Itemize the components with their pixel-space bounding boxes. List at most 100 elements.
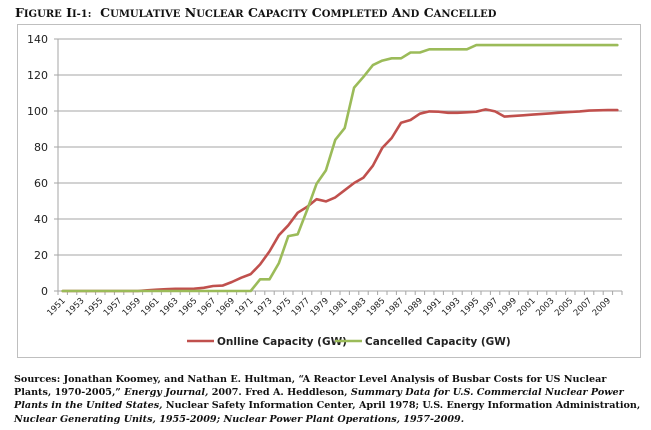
- data-point: [381, 147, 383, 149]
- data-point: [334, 139, 336, 141]
- data-point: [400, 57, 402, 59]
- data-point: [466, 48, 468, 50]
- data-point: [438, 111, 440, 113]
- x-tick-label: 1959: [121, 296, 143, 318]
- data-point: [391, 137, 393, 139]
- data-point: [344, 127, 346, 129]
- data-point: [297, 233, 299, 235]
- data-point: [428, 110, 430, 112]
- data-point: [353, 182, 355, 184]
- data-point: [174, 288, 176, 290]
- data-point: [560, 111, 562, 113]
- data-point: [221, 284, 223, 286]
- data-point: [174, 290, 176, 292]
- sources-text-1: Sources: Jonathan Koomey, and Nathan E. …: [14, 374, 607, 399]
- data-point: [315, 198, 317, 200]
- legend: Onlline Capacity (GW) Cancelled Capacity …: [187, 336, 511, 348]
- series-lines: [61, 43, 619, 293]
- data-point: [438, 48, 440, 50]
- data-point: [203, 290, 205, 292]
- data-point: [513, 44, 515, 46]
- y-tick-label: 100: [27, 105, 48, 118]
- data-point: [588, 44, 590, 46]
- data-point: [99, 290, 101, 292]
- data-point: [569, 44, 571, 46]
- data-point: [550, 44, 552, 46]
- y-tick-label: 120: [27, 69, 48, 82]
- sources-journal: Energy Journal,: [124, 387, 209, 399]
- x-tick-label: 1953: [64, 296, 86, 318]
- data-point: [268, 250, 270, 252]
- data-point: [475, 111, 477, 113]
- data-point: [90, 290, 92, 292]
- sources-eia-titles: Nuclear Generating Units, 1955-2009; Nuc…: [14, 413, 465, 425]
- data-point: [597, 44, 599, 46]
- data-point: [268, 278, 270, 280]
- chart-frame: [17, 24, 641, 358]
- data-point: [485, 108, 487, 110]
- x-tick-label: 1969: [215, 296, 237, 318]
- data-point: [221, 290, 223, 292]
- y-tick-label: 140: [27, 33, 48, 46]
- data-point: [127, 290, 129, 292]
- data-point: [381, 59, 383, 61]
- x-tick-label: 1985: [365, 296, 387, 318]
- x-tick-label: 1993: [440, 296, 462, 318]
- y-tick-label: 80: [34, 141, 48, 154]
- y-tick-label: 0: [41, 285, 48, 298]
- data-point: [494, 110, 496, 112]
- data-point: [109, 290, 111, 292]
- x-tick-label: 1997: [478, 296, 500, 318]
- data-point: [532, 113, 534, 115]
- x-tick-label: 1971: [233, 296, 255, 318]
- data-point: [137, 290, 139, 292]
- x-tick-label: 2005: [553, 296, 575, 318]
- x-tick-label: 1987: [384, 296, 406, 318]
- data-point: [419, 113, 421, 115]
- data-point: [532, 44, 534, 46]
- data-point: [456, 112, 458, 114]
- x-tick-label: 1965: [177, 296, 199, 318]
- data-point: [494, 44, 496, 46]
- data-point: [193, 288, 195, 290]
- data-point: [287, 224, 289, 226]
- data-point: [278, 262, 280, 264]
- data-point: [466, 111, 468, 113]
- data-point: [62, 290, 64, 292]
- x-tick-label: 1961: [139, 296, 161, 318]
- sources-report-title: Summary Data for U.S. Commercial Nuclear…: [14, 387, 624, 412]
- x-tick-label: 1967: [196, 296, 218, 318]
- y-tick-label: 40: [34, 213, 48, 226]
- x-tick-label: 1981: [327, 296, 349, 318]
- data-point: [607, 44, 609, 46]
- data-point: [550, 112, 552, 114]
- sources-text-2: 2007. Fred A. Heddleson,: [208, 387, 351, 399]
- figure-title: FIGURE II-1: CUMULATIVE NUCLEAR CAPACITY…: [15, 5, 496, 20]
- data-point: [231, 290, 233, 292]
- gridlines: [58, 38, 622, 256]
- data-point: [447, 48, 449, 50]
- x-tick-label: 1977: [290, 296, 312, 318]
- data-point: [419, 51, 421, 53]
- data-point: [485, 44, 487, 46]
- y-tick-label: 60: [34, 177, 48, 190]
- x-tick-label: 1991: [421, 296, 443, 318]
- data-point: [503, 115, 505, 117]
- sources-note: Sources: Jonathan Koomey, and Nathan E. …: [14, 373, 644, 426]
- series-line-cancelled: [61, 43, 619, 293]
- data-point: [513, 115, 515, 117]
- x-tick-label: 1979: [309, 296, 331, 318]
- data-point: [409, 119, 411, 121]
- data-point: [503, 44, 505, 46]
- data-point: [579, 110, 581, 112]
- data-point: [372, 64, 374, 66]
- figure-title-prefix: FIGURE II-1:: [15, 5, 92, 20]
- x-tick-label: 1989: [403, 296, 425, 318]
- y-tick-label: 20: [34, 249, 48, 262]
- x-tick-label: 1957: [102, 296, 124, 318]
- data-point: [607, 109, 609, 111]
- x-tick-label: 2001: [515, 296, 537, 318]
- x-tick-label: 2009: [591, 296, 613, 318]
- data-point: [475, 44, 477, 46]
- data-point: [391, 57, 393, 59]
